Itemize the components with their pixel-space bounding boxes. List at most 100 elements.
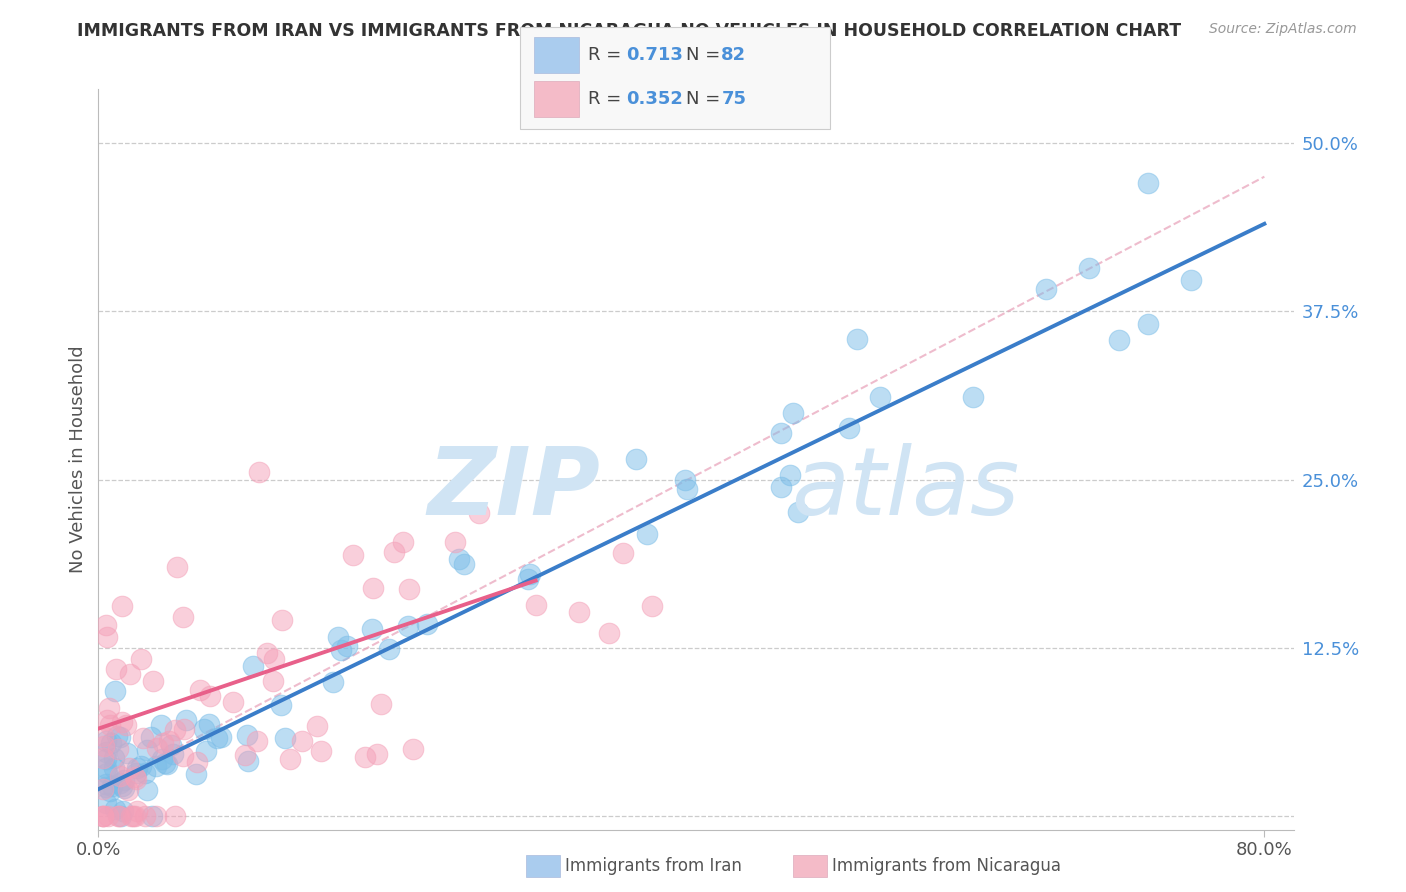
Point	[135, 743, 157, 757]
Point	[838, 420, 860, 434]
Point	[98, 784, 121, 798]
Point	[156, 757, 179, 772]
Point	[270, 613, 292, 627]
Point	[97, 700, 120, 714]
Point	[326, 630, 349, 644]
Point	[100, 736, 122, 750]
Point	[401, 742, 423, 756]
Point	[173, 722, 195, 736]
Y-axis label: No Vehicles in Household: No Vehicles in Household	[69, 345, 87, 574]
Point	[1035, 282, 1057, 296]
Point	[382, 545, 405, 559]
Point	[354, 750, 377, 764]
Point	[165, 723, 187, 737]
Point	[416, 617, 439, 632]
Point	[112, 773, 135, 788]
Point	[270, 698, 292, 712]
Point	[770, 480, 793, 494]
Point	[194, 744, 217, 758]
Text: R =: R =	[588, 46, 627, 64]
Point	[166, 559, 188, 574]
Point	[105, 662, 128, 676]
Point	[146, 741, 169, 756]
Point	[110, 776, 132, 790]
Point	[94, 777, 117, 791]
Point	[111, 599, 134, 613]
Point	[134, 766, 156, 780]
Point	[636, 526, 658, 541]
Point	[97, 809, 120, 823]
Point	[103, 751, 125, 765]
Point	[1136, 318, 1159, 332]
Point	[779, 468, 801, 483]
Point	[786, 505, 808, 519]
Point	[124, 770, 146, 784]
Point	[127, 761, 149, 775]
Point	[186, 767, 208, 781]
Point	[152, 736, 174, 750]
Point	[114, 718, 136, 732]
Point	[378, 642, 401, 657]
Point	[676, 482, 699, 496]
Point	[242, 658, 264, 673]
Text: Immigrants from Nicaragua: Immigrants from Nicaragua	[832, 857, 1062, 875]
Point	[136, 782, 159, 797]
Point	[174, 713, 197, 727]
Point	[193, 723, 215, 737]
Text: ZIP: ZIP	[427, 443, 600, 535]
Point	[453, 558, 475, 572]
Text: 82: 82	[721, 46, 747, 64]
Point	[172, 610, 194, 624]
Point	[370, 697, 392, 711]
Point	[96, 765, 118, 780]
Point	[524, 598, 547, 612]
Point	[91, 782, 114, 797]
Point	[91, 729, 114, 743]
Point	[100, 780, 122, 794]
Point	[398, 582, 420, 596]
Point	[162, 747, 184, 762]
Point	[263, 651, 285, 665]
Point	[197, 717, 219, 731]
Point	[108, 730, 131, 744]
Point	[305, 719, 328, 733]
Point	[246, 734, 269, 748]
Point	[94, 733, 117, 747]
Point	[278, 751, 301, 765]
Point	[247, 465, 270, 479]
Point	[103, 761, 125, 775]
Point	[145, 759, 167, 773]
Point	[366, 747, 388, 761]
Point	[127, 804, 149, 818]
Point	[519, 567, 541, 582]
Point	[329, 643, 352, 657]
Point	[236, 728, 259, 742]
Point	[1136, 177, 1159, 191]
Point	[236, 755, 259, 769]
Point	[105, 729, 128, 743]
Text: IMMIGRANTS FROM IRAN VS IMMIGRANTS FROM NICARAGUA NO VEHICLES IN HOUSEHOLD CORRE: IMMIGRANTS FROM IRAN VS IMMIGRANTS FROM …	[77, 22, 1181, 40]
Text: Source: ZipAtlas.com: Source: ZipAtlas.com	[1209, 22, 1357, 37]
Point	[124, 766, 146, 780]
Point	[256, 646, 278, 660]
Point	[141, 809, 163, 823]
Point	[108, 809, 131, 823]
Point	[124, 809, 146, 823]
Point	[96, 713, 118, 727]
Point	[516, 572, 538, 586]
Point	[94, 780, 117, 795]
Point	[449, 552, 471, 566]
Point	[568, 605, 591, 619]
Point	[673, 473, 696, 487]
Point	[188, 682, 211, 697]
Point	[392, 535, 415, 549]
Text: N =: N =	[686, 90, 725, 108]
Point	[222, 694, 245, 708]
Point	[150, 752, 173, 766]
Point	[309, 744, 332, 758]
Point	[112, 780, 135, 795]
Point	[104, 802, 127, 816]
Point	[134, 809, 156, 823]
Point	[94, 761, 117, 775]
Text: 0.352: 0.352	[626, 90, 682, 108]
